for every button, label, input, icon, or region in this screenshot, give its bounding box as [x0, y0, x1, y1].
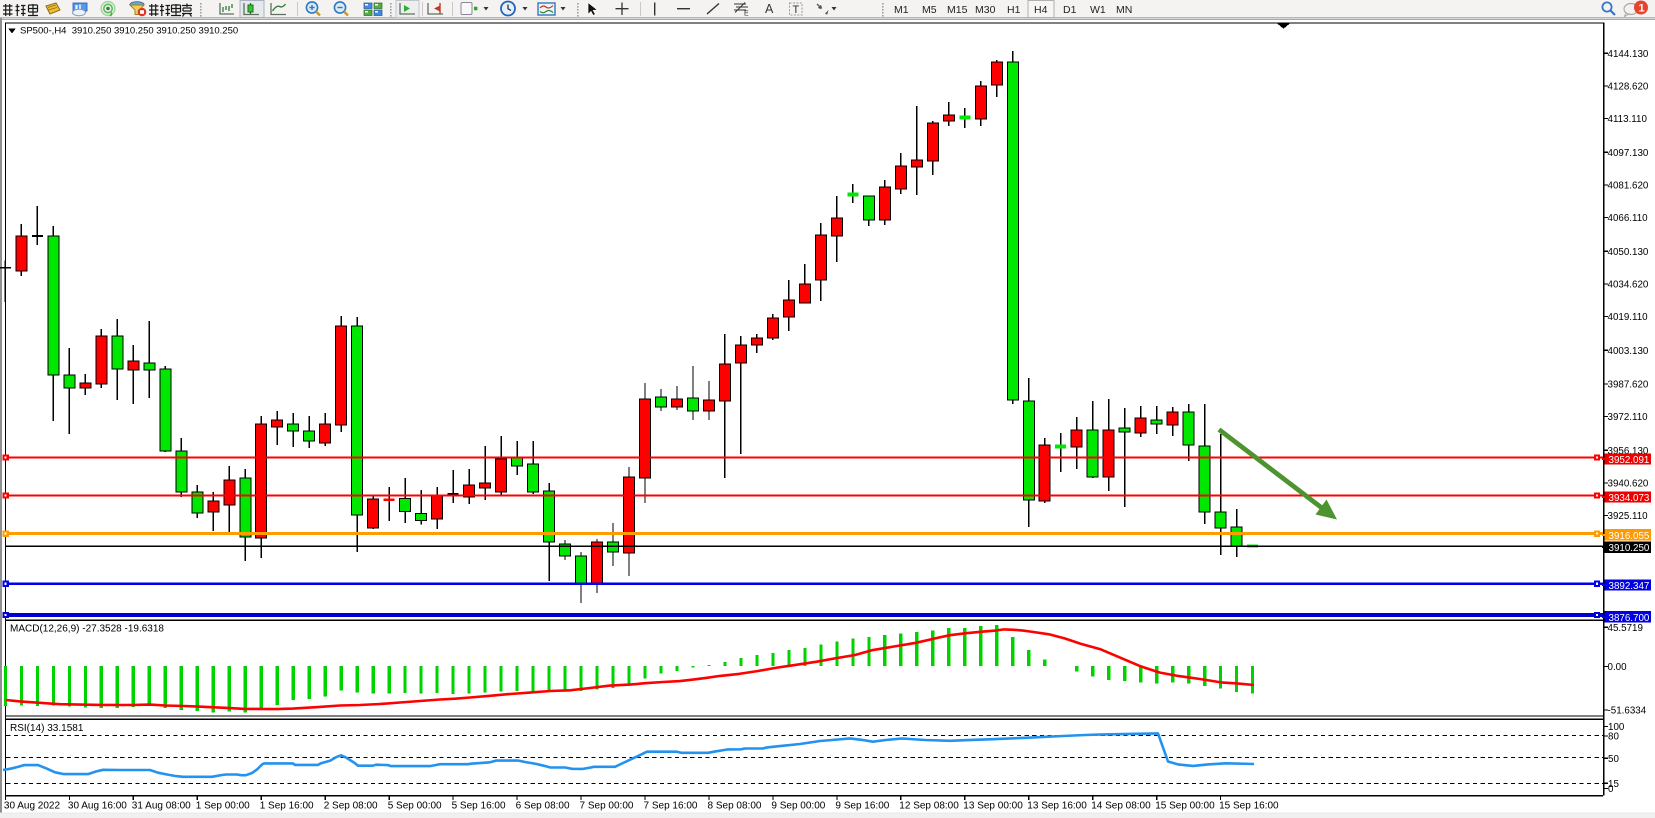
svg-text:-51.6334: -51.6334: [1608, 706, 1647, 717]
svg-text:0.00: 0.00: [1608, 662, 1628, 673]
svg-text:3892.347: 3892.347: [1609, 581, 1650, 592]
svg-text:3934.073: 3934.073: [1609, 493, 1650, 504]
svg-text:8 Sep 08:00: 8 Sep 08:00: [708, 801, 762, 812]
svg-text:T: T: [793, 4, 800, 16]
svg-text:6 Sep 08:00: 6 Sep 08:00: [516, 801, 570, 812]
svg-text:9 Sep 16:00: 9 Sep 16:00: [835, 801, 889, 812]
svg-text:H4: H4: [1034, 4, 1048, 16]
svg-text:15 Sep 00:00: 15 Sep 00:00: [1155, 801, 1215, 812]
svg-text:1 Sep 16:00: 1 Sep 16:00: [260, 801, 314, 812]
svg-text:12 Sep 08:00: 12 Sep 08:00: [899, 801, 959, 812]
svg-text:M5: M5: [922, 4, 937, 16]
svg-text:3916.055: 3916.055: [1609, 531, 1650, 542]
svg-text:4081.620: 4081.620: [1608, 181, 1649, 192]
svg-text:M30: M30: [975, 4, 996, 16]
svg-text:100: 100: [1608, 722, 1625, 733]
svg-text:4066.110: 4066.110: [1608, 213, 1649, 224]
svg-text:H1: H1: [1007, 4, 1021, 16]
svg-text:RSI(14) 33.1581: RSI(14) 33.1581: [10, 723, 84, 734]
svg-text:13 Sep 00:00: 13 Sep 00:00: [963, 801, 1023, 812]
svg-text:5 Sep 00:00: 5 Sep 00:00: [388, 801, 442, 812]
svg-text:3987.620: 3987.620: [1608, 380, 1649, 391]
svg-text:2 Sep 08:00: 2 Sep 08:00: [324, 801, 378, 812]
svg-text:3952.091: 3952.091: [1609, 455, 1650, 466]
svg-text:31 Aug 08:00: 31 Aug 08:00: [132, 801, 191, 812]
svg-text:4144.130: 4144.130: [1608, 49, 1649, 60]
svg-text:E: E: [744, 11, 749, 18]
svg-text:3940.620: 3940.620: [1608, 479, 1649, 490]
svg-text:13 Sep 16:00: 13 Sep 16:00: [1027, 801, 1087, 812]
svg-text:1: 1: [1639, 3, 1645, 15]
svg-text:4019.110: 4019.110: [1608, 312, 1649, 323]
svg-text:4128.620: 4128.620: [1608, 82, 1649, 93]
svg-text:15: 15: [1608, 779, 1619, 790]
svg-text:4034.620: 4034.620: [1608, 280, 1649, 291]
svg-text:30 Aug 2022: 30 Aug 2022: [4, 801, 61, 812]
svg-text:30 Aug 16:00: 30 Aug 16:00: [68, 801, 127, 812]
svg-text:4003.130: 4003.130: [1608, 346, 1649, 357]
svg-text:3972.110: 3972.110: [1608, 412, 1649, 423]
svg-text:3876.700: 3876.700: [1609, 613, 1650, 624]
svg-text:3910.250: 3910.250: [1609, 543, 1650, 554]
svg-text:4050.130: 4050.130: [1608, 247, 1649, 258]
svg-text:4097.130: 4097.130: [1608, 148, 1649, 159]
svg-text:MACD(12,26,9) -27.3528 -19.631: MACD(12,26,9) -27.3528 -19.6318: [10, 624, 164, 635]
svg-text:0: 0: [1608, 784, 1614, 795]
svg-text:7 Sep 00:00: 7 Sep 00:00: [580, 801, 634, 812]
svg-text:45.5719: 45.5719: [1608, 623, 1643, 634]
svg-text:M15: M15: [947, 4, 968, 16]
svg-text:5 Sep 16:00: 5 Sep 16:00: [452, 801, 506, 812]
svg-text:14 Sep 08:00: 14 Sep 08:00: [1091, 801, 1151, 812]
svg-text:1 Sep 00:00: 1 Sep 00:00: [196, 801, 250, 812]
svg-text:M1: M1: [894, 4, 909, 16]
svg-text:SP500-,H4 3910.250 3910.250 3: SP500-,H4 3910.250 3910.250 3910.250 391…: [20, 26, 238, 37]
svg-text:7 Sep 16:00: 7 Sep 16:00: [644, 801, 698, 812]
svg-text:3925.110: 3925.110: [1608, 511, 1649, 522]
svg-text:A: A: [765, 2, 774, 16]
svg-text:W1: W1: [1090, 4, 1106, 16]
svg-text:D1: D1: [1063, 4, 1077, 16]
svg-text:9 Sep 00:00: 9 Sep 00:00: [771, 801, 825, 812]
svg-text:15 Sep 16:00: 15 Sep 16:00: [1219, 801, 1279, 812]
svg-text:80: 80: [1608, 732, 1619, 743]
svg-text:4113.110: 4113.110: [1608, 114, 1648, 125]
svg-text:50: 50: [1608, 754, 1619, 765]
svg-text:MN: MN: [1116, 4, 1132, 16]
svg-text:3956.130: 3956.130: [1608, 446, 1649, 457]
